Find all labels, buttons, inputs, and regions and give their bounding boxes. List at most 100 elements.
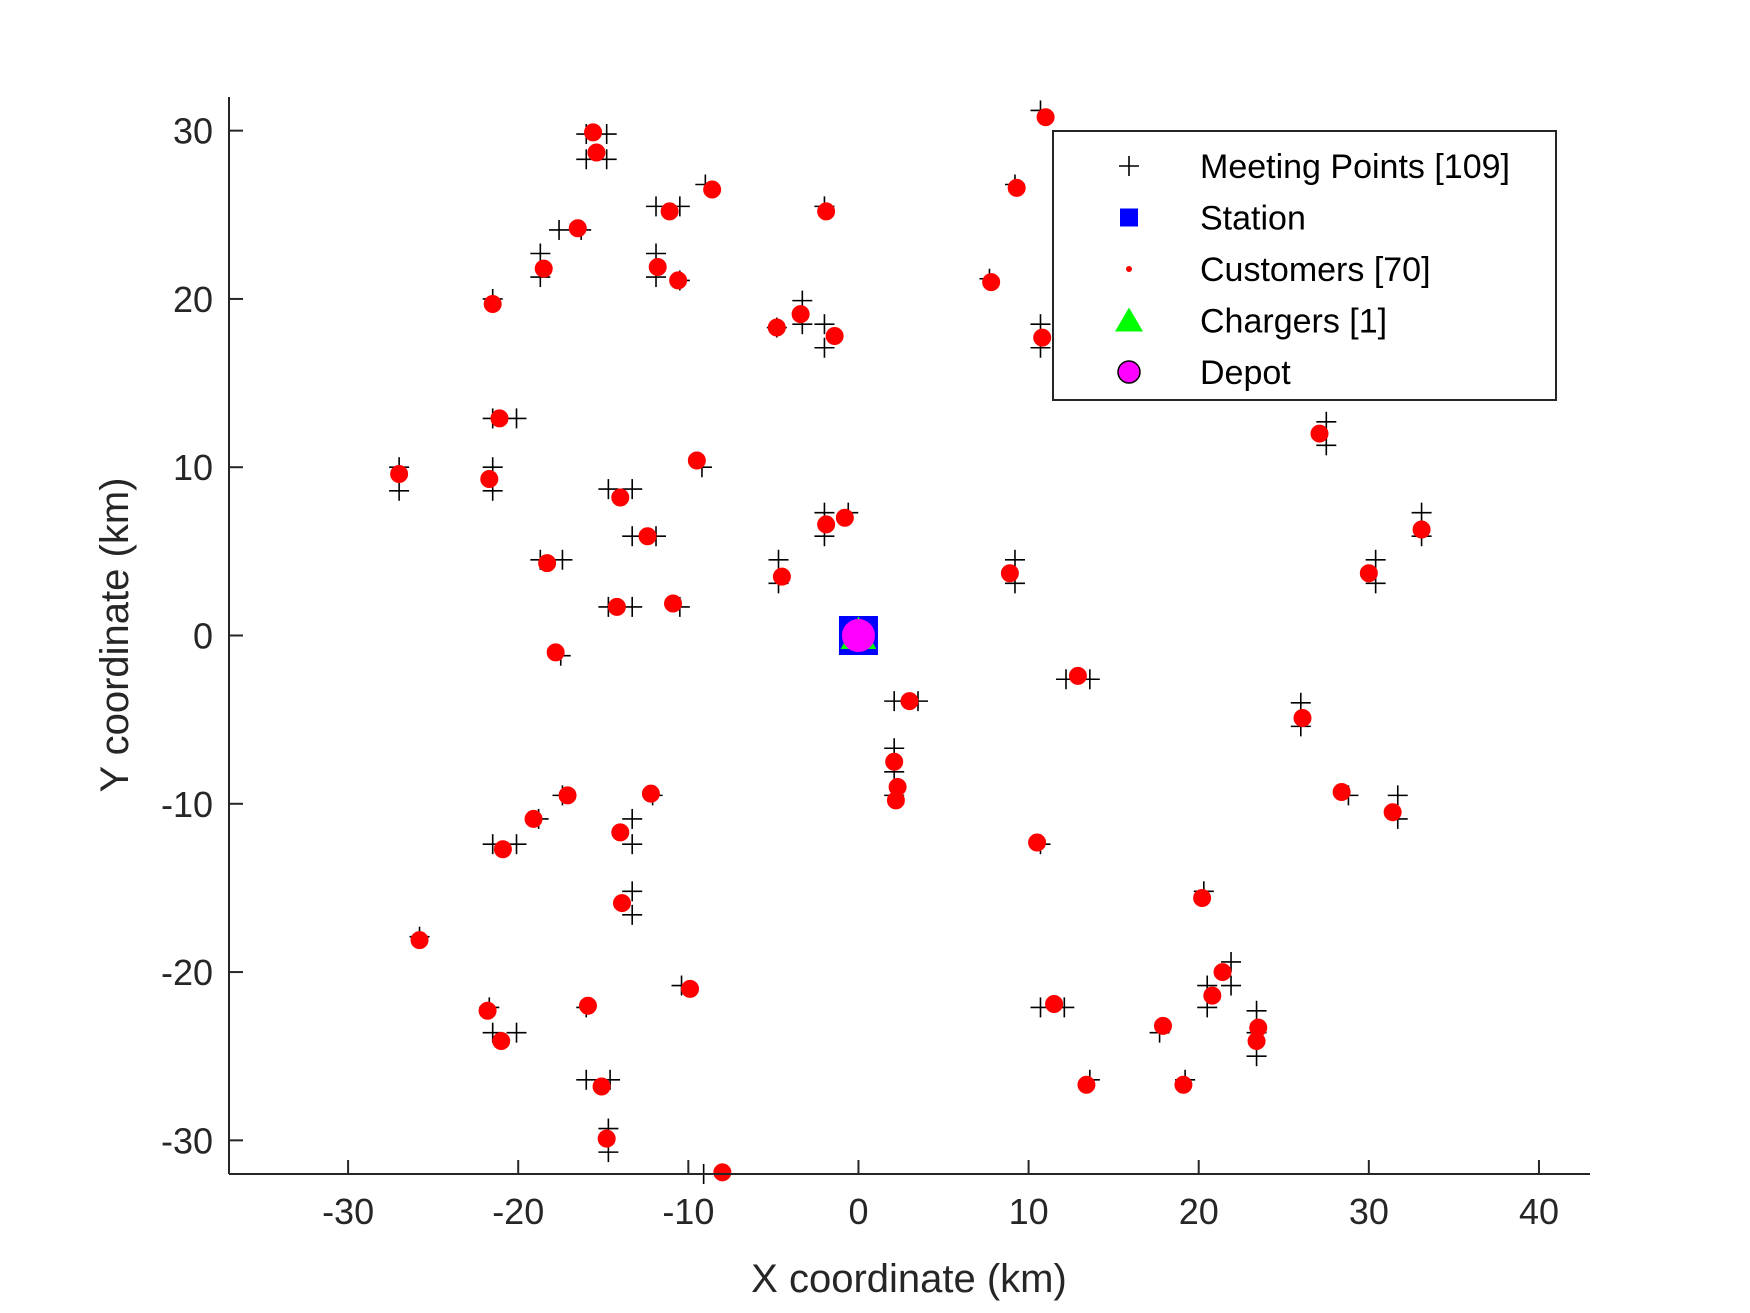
meeting-point — [506, 1022, 527, 1043]
x-tick-label: -30 — [322, 1191, 374, 1232]
customer-point — [538, 554, 557, 573]
legend-box — [1052, 130, 1557, 401]
meeting-point — [552, 549, 573, 570]
meeting-point — [622, 881, 643, 902]
customer-point — [587, 143, 606, 162]
y-tick-label: 0 — [193, 616, 213, 657]
legend-label: Chargers [1] — [1200, 303, 1387, 341]
meeting-point — [768, 549, 789, 570]
customer-point — [607, 597, 626, 616]
customer-point — [1310, 424, 1329, 443]
customer-point — [817, 515, 836, 534]
customer-point — [611, 488, 630, 507]
customer-point — [1247, 1032, 1266, 1051]
customer-point — [767, 318, 786, 337]
meeting-point — [1387, 785, 1408, 806]
customer-point — [772, 567, 791, 586]
customer-point — [664, 594, 683, 613]
customer-point — [1045, 995, 1064, 1014]
depot-marker — [841, 619, 875, 652]
customer-point — [1028, 833, 1047, 852]
y-tick-label: -20 — [161, 952, 213, 993]
legend-item-chargers: Chargers [1] — [1115, 303, 1387, 341]
legend-label: Customers [70] — [1200, 251, 1431, 289]
customer-point — [817, 202, 836, 221]
legend-dot-icon — [1126, 266, 1132, 272]
legend-circle-icon — [1117, 360, 1141, 384]
legend-square-icon — [1120, 208, 1138, 227]
customer-point — [493, 840, 512, 859]
customer-point — [1293, 708, 1312, 727]
meeting-point — [814, 337, 835, 358]
legend-item-depot: Depot — [1117, 354, 1291, 392]
y-tick-label: -10 — [161, 784, 213, 825]
customer-point — [483, 294, 502, 313]
customer-point — [478, 1001, 497, 1020]
customer-point — [886, 791, 905, 810]
customer-point — [1213, 963, 1232, 982]
customer-point — [1007, 178, 1026, 197]
meeting-point — [1365, 549, 1386, 570]
customer-point — [592, 1077, 611, 1096]
customer-point — [611, 823, 630, 842]
meeting-point — [1221, 975, 1242, 996]
meeting-point — [549, 219, 570, 240]
customer-point — [480, 469, 499, 488]
customer-point — [835, 508, 854, 527]
x-tick-label: 0 — [848, 1191, 868, 1232]
customer-point — [681, 979, 700, 998]
x-tick-label: 10 — [1009, 1191, 1049, 1232]
legend-item-meeting: Meeting Points [109] — [1119, 148, 1510, 186]
meeting-point — [1411, 502, 1432, 523]
customer-point — [546, 643, 565, 662]
customer-point — [669, 271, 688, 290]
legend-label: Depot — [1200, 354, 1291, 392]
meeting-point — [598, 479, 619, 500]
y-axis-title: Y coordinate (km) — [93, 478, 137, 793]
customer-point — [1077, 1075, 1096, 1094]
customer-point — [1193, 889, 1212, 908]
y-tick-label: 30 — [173, 111, 213, 152]
x-tick-label: 40 — [1519, 1191, 1559, 1232]
meeting-point — [576, 1069, 597, 1090]
legend-label: Meeting Points [109] — [1200, 148, 1510, 186]
customer-point — [410, 931, 429, 950]
customer-point — [584, 123, 603, 142]
legend-triangle-icon — [1115, 307, 1143, 332]
legend-item-customers: Customers [70] — [1126, 251, 1431, 289]
customer-point — [1153, 1016, 1172, 1035]
customer-point — [1174, 1075, 1193, 1094]
customer-point — [648, 257, 667, 276]
customer-point — [687, 451, 706, 470]
customer-point — [1068, 666, 1087, 685]
customer-point — [612, 894, 631, 913]
customer-point — [660, 202, 679, 221]
x-tick-label: -10 — [662, 1191, 714, 1232]
legend: Meeting Points [109] Station Customers [70… — [1052, 130, 1557, 401]
customer-point — [1332, 783, 1351, 802]
customer-point — [524, 809, 543, 828]
y-tick-label: 10 — [173, 447, 213, 488]
customer-point — [490, 409, 509, 428]
meeting-point — [1246, 1000, 1267, 1021]
meeting-point — [622, 834, 643, 855]
customer-point — [1359, 564, 1378, 583]
x-tick-label: 20 — [1179, 1191, 1219, 1232]
customer-point — [825, 326, 844, 345]
meeting-point — [530, 243, 551, 264]
customer-point — [492, 1032, 511, 1051]
customer-point — [390, 464, 409, 483]
customer-point — [1383, 803, 1402, 822]
customer-point — [641, 784, 660, 803]
customer-point — [703, 180, 722, 199]
customer-point — [900, 692, 919, 711]
customer-point — [558, 786, 577, 805]
x-axis-title: X coordinate (km) — [751, 1257, 1067, 1301]
x-tick-label: 30 — [1349, 1191, 1389, 1232]
customer-point — [791, 305, 810, 324]
meeting-point — [1221, 951, 1242, 972]
customer-point — [885, 752, 904, 771]
customer-point — [1036, 108, 1055, 127]
customer-point — [597, 1129, 616, 1148]
